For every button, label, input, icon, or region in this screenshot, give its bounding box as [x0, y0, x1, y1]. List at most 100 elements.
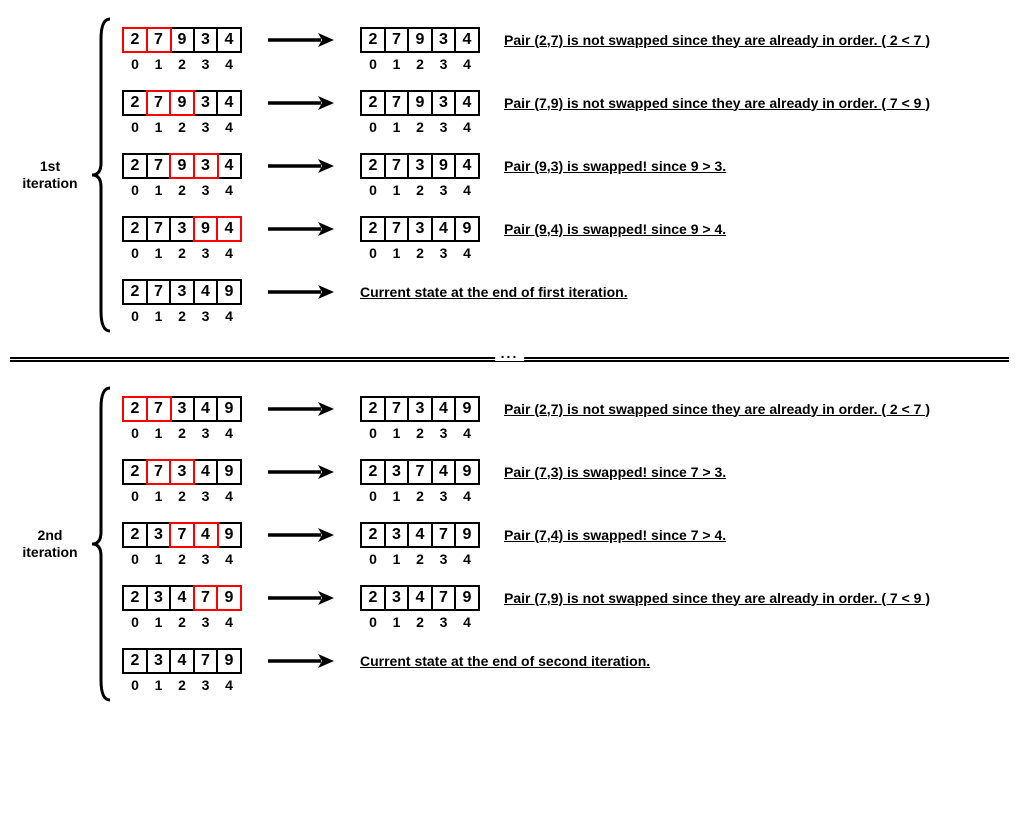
array-cell: 7: [146, 153, 172, 179]
array-index: 4: [216, 614, 242, 630]
array-cell: 7: [146, 27, 172, 53]
array-index: 2: [407, 245, 433, 261]
array-indices: 01234: [360, 245, 480, 261]
array-cell: 9: [169, 90, 195, 116]
array-cells: 27349: [122, 459, 242, 485]
array-cells: 27934: [122, 90, 242, 116]
array-cells: 27349: [122, 279, 242, 305]
array-cell: 7: [146, 216, 172, 242]
array-indices: 01234: [360, 56, 480, 72]
array-cell: 7: [384, 153, 410, 179]
array-cell: 2: [360, 585, 386, 611]
array-index: 2: [169, 551, 195, 567]
array-cell: 3: [431, 90, 457, 116]
array-index: 2: [169, 56, 195, 72]
array-cell: 9: [407, 27, 433, 53]
arrow-icon: [266, 462, 336, 482]
array-index: 4: [216, 56, 242, 72]
array-index: 2: [169, 119, 195, 135]
array-index: 2: [407, 488, 433, 504]
array-index: 2: [407, 425, 433, 441]
array-cell: 3: [384, 522, 410, 548]
array-index: 2: [169, 425, 195, 441]
iteration-label: 2nditeration: [10, 527, 90, 561]
array-cell: 3: [193, 153, 219, 179]
array-cell: 9: [216, 459, 242, 485]
array-cell: 7: [146, 396, 172, 422]
arrow-wrap: [266, 90, 336, 116]
array-box: 23479 01234: [122, 585, 242, 630]
array-index: 1: [146, 308, 172, 324]
array-box: 27934 01234: [122, 153, 242, 198]
bubble-sort-diagram: 1stiteration 27934 01234 27934 01234 Pai…: [10, 15, 1009, 704]
array-index: 0: [122, 56, 148, 72]
array-box: 23479 01234: [360, 585, 480, 630]
array-index: 2: [169, 488, 195, 504]
array-indices: 01234: [122, 488, 242, 504]
array-box: 23479 01234: [122, 648, 242, 693]
array-cell: 9: [454, 396, 480, 422]
array-index: 4: [216, 245, 242, 261]
array-cell: 4: [169, 585, 195, 611]
array-index: 4: [454, 551, 480, 567]
array-index: 0: [122, 119, 148, 135]
array-index: 1: [384, 614, 410, 630]
array-index: 2: [169, 614, 195, 630]
array-index: 0: [360, 488, 386, 504]
array-index: 1: [384, 425, 410, 441]
step-caption: Pair (9,4) is swapped! since 9 > 4.: [504, 216, 726, 238]
arrow-icon: [266, 93, 336, 113]
array-index: 2: [407, 614, 433, 630]
step-row: 23479 01234 Current state at the end of …: [122, 648, 1009, 693]
array-index: 3: [193, 182, 219, 198]
array-cell: 2: [122, 90, 148, 116]
array-box: 23749 01234: [122, 522, 242, 567]
array-index: 0: [360, 614, 386, 630]
array-index: 3: [193, 56, 219, 72]
arrow-wrap: [266, 459, 336, 485]
array-indices: 01234: [360, 551, 480, 567]
array-cell: 4: [454, 90, 480, 116]
step-caption: Current state at the end of first iterat…: [360, 279, 628, 301]
array-index: 3: [431, 56, 457, 72]
array-cell: 4: [454, 27, 480, 53]
array-cell: 4: [216, 27, 242, 53]
step-caption: Current state at the end of second itera…: [360, 648, 650, 670]
array-index: 0: [122, 614, 148, 630]
array-index: 3: [431, 425, 457, 441]
array-cell: 3: [407, 396, 433, 422]
array-cell: 2: [360, 90, 386, 116]
array-cell: 4: [169, 648, 195, 674]
arrow-wrap: [266, 216, 336, 242]
array-cell: 4: [431, 459, 457, 485]
array-cells: 23749: [360, 459, 480, 485]
array-index: 4: [216, 308, 242, 324]
array-cells: 23479: [360, 522, 480, 548]
array-index: 0: [122, 245, 148, 261]
array-index: 3: [431, 119, 457, 135]
arrow-wrap: [266, 27, 336, 53]
array-cell: 2: [122, 27, 148, 53]
array-cell: 3: [146, 522, 172, 548]
array-box: 27349 01234: [122, 459, 242, 504]
array-index: 4: [454, 488, 480, 504]
array-cells: 27394: [122, 216, 242, 242]
brace-icon: [90, 15, 112, 335]
array-index: 0: [360, 119, 386, 135]
array-index: 2: [407, 182, 433, 198]
array-box: 27349 01234: [360, 396, 480, 441]
arrow-wrap: [266, 585, 336, 611]
array-indices: 01234: [122, 119, 242, 135]
array-cell: 2: [360, 216, 386, 242]
array-cell: 2: [122, 279, 148, 305]
array-index: 0: [122, 488, 148, 504]
array-cell: 7: [384, 216, 410, 242]
array-index: 1: [384, 182, 410, 198]
array-cell: 3: [169, 396, 195, 422]
arrow-icon: [266, 651, 336, 671]
array-cells: 27394: [360, 153, 480, 179]
array-indices: 01234: [122, 182, 242, 198]
array-index: 1: [146, 488, 172, 504]
array-indices: 01234: [360, 614, 480, 630]
array-cell: 9: [454, 216, 480, 242]
